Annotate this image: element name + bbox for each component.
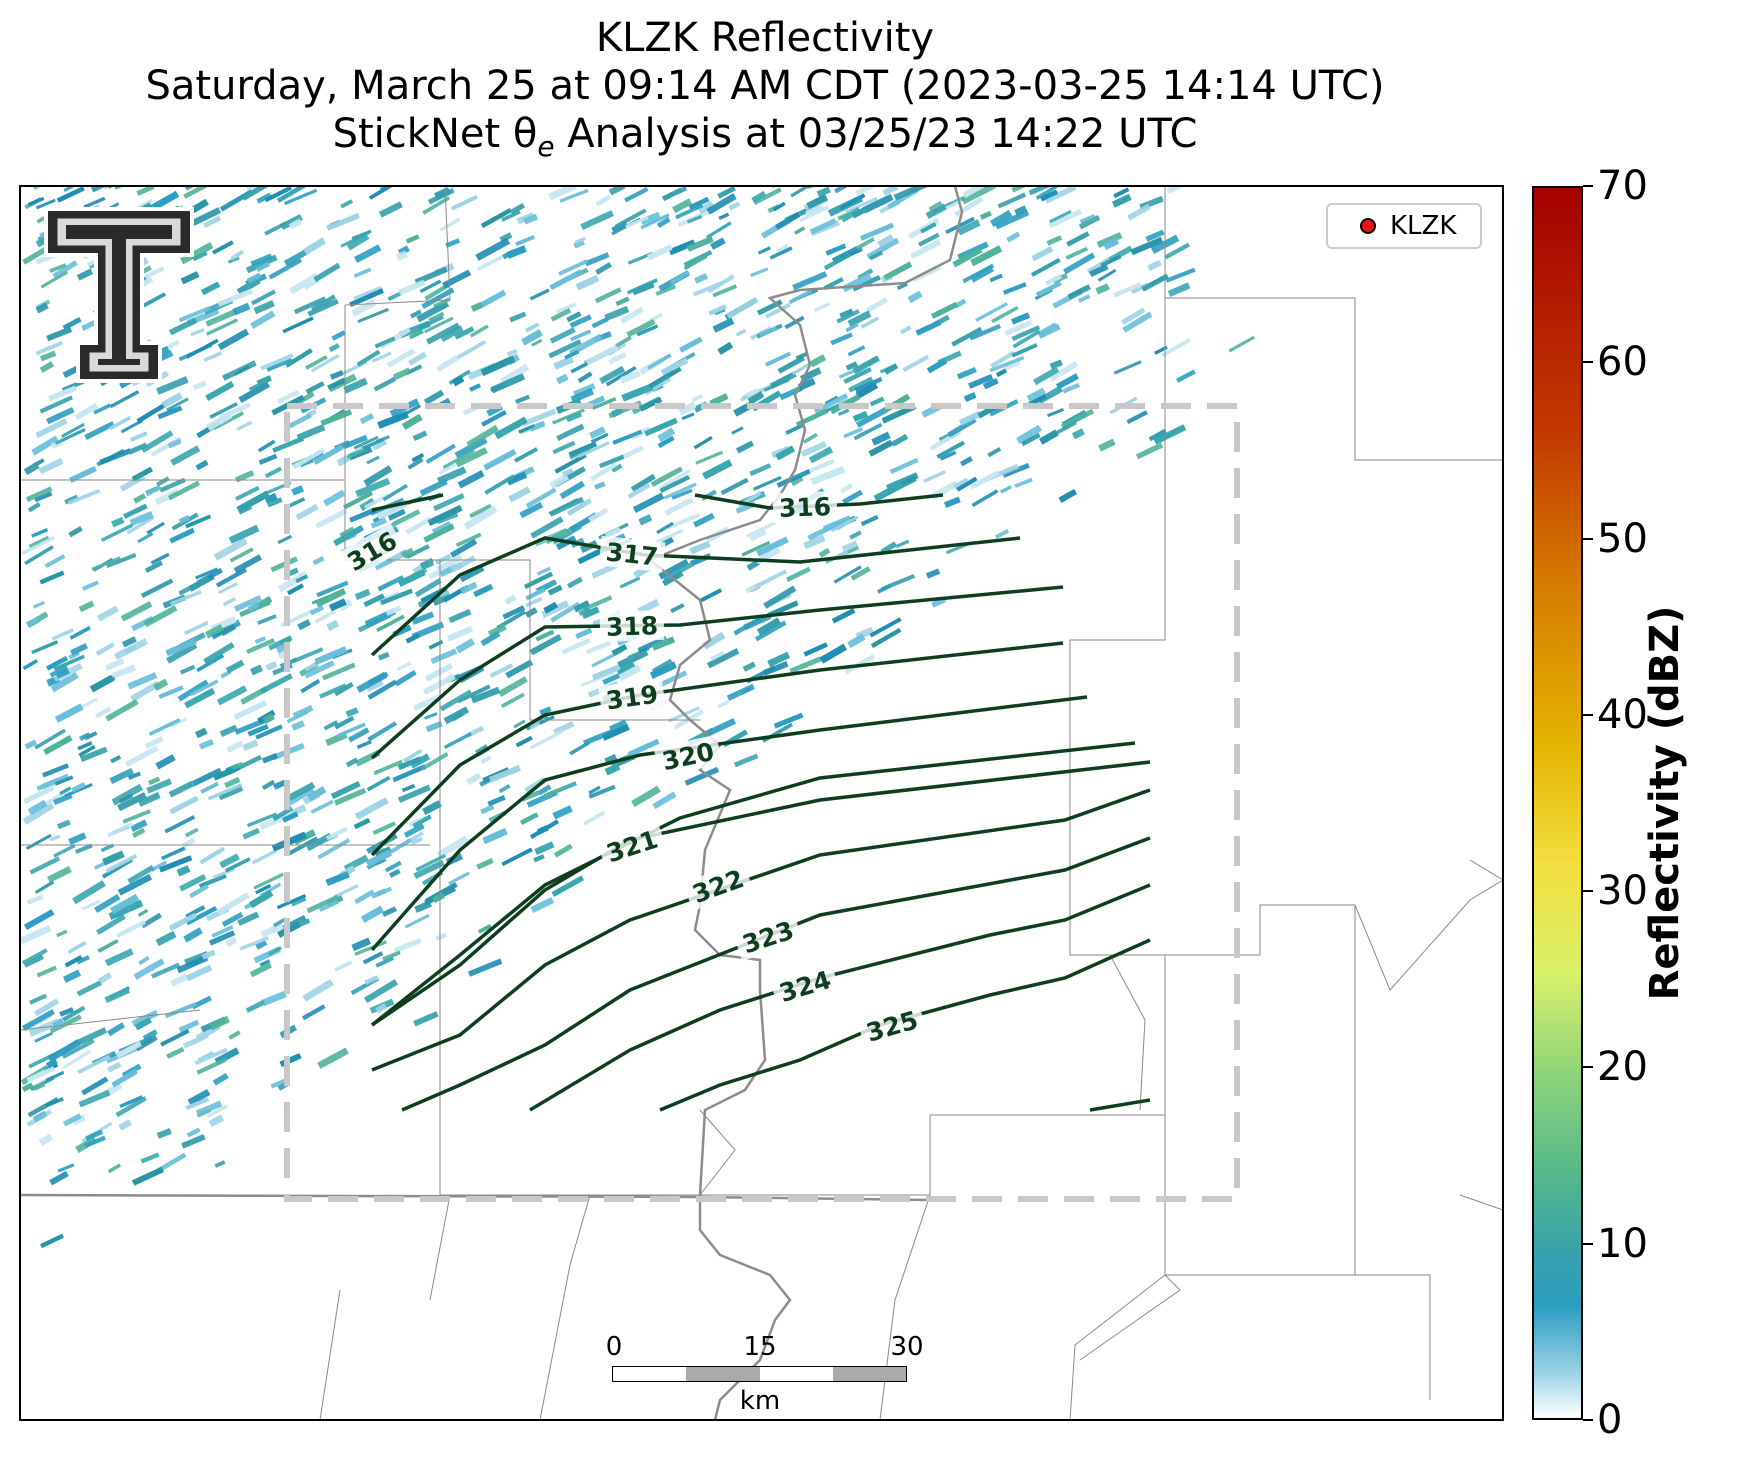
contour-label-316-east: 316 — [778, 492, 831, 523]
contour-317 — [370, 536, 1021, 657]
contour-label-317: 317 — [604, 537, 659, 571]
scale-tick-30: 30 — [890, 1332, 924, 1362]
map-frame — [19, 185, 1504, 1421]
colorbar-tick-label: 0 — [1597, 1397, 1623, 1443]
colorbar-title: Reflectivity (dBZ) — [1642, 605, 1688, 1001]
title-line-2: Saturday, March 25 at 09:14 AM CDT (2023… — [145, 63, 1385, 109]
colorbar-tick-mark — [1583, 1066, 1593, 1069]
contour-320 — [370, 695, 1088, 952]
title-line-1: KLZK Reflectivity — [595, 15, 935, 61]
title-line-3: StickNet θe Analysis at 03/25/23 14:22 U… — [332, 111, 1198, 163]
plot-title: KLZK Reflectivity Saturday, March 25 at … — [20, 14, 1510, 171]
legend-label: KLZK — [1390, 211, 1457, 241]
colorbar-tick-label: 40 — [1597, 691, 1648, 738]
scale-tick-0: 0 — [605, 1332, 623, 1362]
colorbar-tick-mark — [1583, 537, 1593, 540]
analysis-domain-box — [284, 403, 1240, 1202]
contour-323 — [371, 788, 1151, 1072]
contour-label-319: 319 — [604, 680, 660, 716]
reflectivity-colorbar — [1532, 186, 1583, 1420]
contour-319 — [370, 641, 1064, 857]
klzk-marker-icon — [1360, 218, 1376, 234]
colorbar-tick-mark — [1583, 185, 1593, 187]
colorbar-tick-label: 50 — [1597, 515, 1648, 562]
scale-tick-15: 15 — [743, 1332, 777, 1362]
contour-324 — [401, 836, 1151, 1112]
contour-small — [1089, 1098, 1151, 1112]
contour-322 — [371, 760, 1151, 1027]
contour-316-west — [371, 493, 444, 512]
scale-bar — [612, 1366, 907, 1382]
colorbar-tick-label: 60 — [1597, 339, 1648, 386]
scale-unit: km — [739, 1386, 781, 1416]
colorbar-tick-label: 20 — [1597, 1044, 1648, 1091]
colorbar-tick-mark — [1583, 1419, 1593, 1421]
colorbar-tick-mark — [1583, 890, 1593, 893]
colorbar-tick-label: 30 — [1597, 868, 1648, 915]
contour-label-318: 318 — [605, 611, 658, 642]
colorbar-tick-mark — [1583, 361, 1593, 364]
colorbar-tick-mark — [1583, 713, 1593, 716]
colorbar-tick-label: 70 — [1597, 163, 1648, 209]
texas-tech-logo — [44, 207, 194, 383]
colorbar-tick-label: 10 — [1597, 1220, 1648, 1267]
colorbar-tick-mark — [1583, 1242, 1593, 1245]
county-boundaries — [20, 186, 1503, 1420]
map-legend: KLZK — [1326, 203, 1482, 249]
